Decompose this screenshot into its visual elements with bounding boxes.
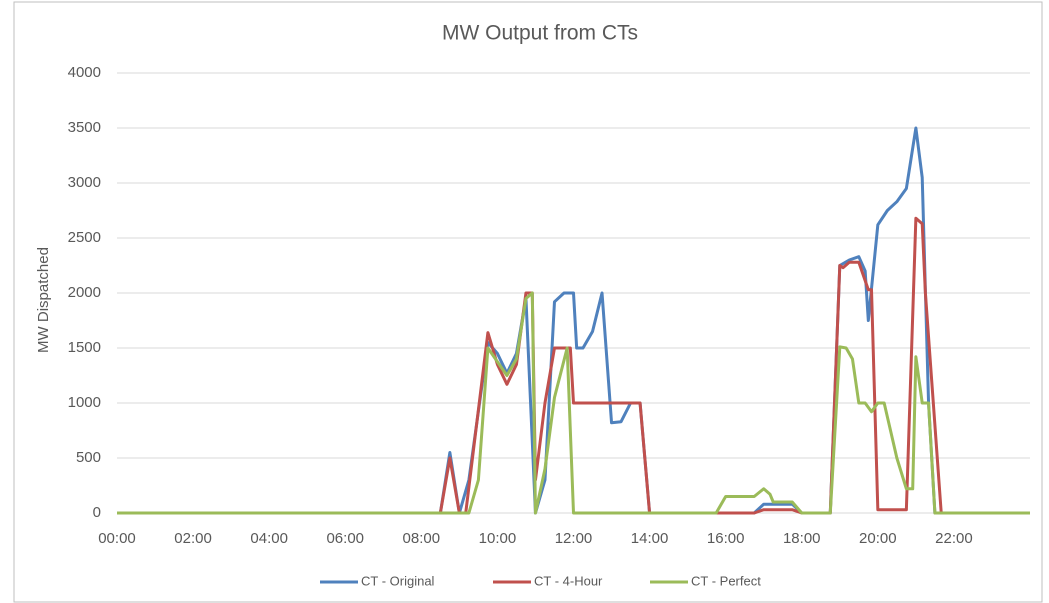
y-tick-label: 4000 — [68, 64, 101, 81]
x-tick-label: 18:00 — [783, 530, 821, 547]
x-tick-label: 02:00 — [174, 530, 212, 547]
x-tick-label: 08:00 — [403, 530, 441, 547]
y-tick-label: 0 — [93, 504, 101, 521]
legend-label: CT - Original — [361, 573, 435, 588]
y-tick-label: 3000 — [68, 174, 101, 191]
legend-label: CT - Perfect — [691, 573, 761, 588]
series-line — [117, 291, 1030, 515]
y-tick-label: 1500 — [68, 339, 101, 356]
x-tick-label: 14:00 — [631, 530, 669, 547]
x-tick-label: 06:00 — [326, 530, 364, 547]
chart-title: MW Output from CTs — [442, 22, 638, 45]
y-tick-label: 2000 — [68, 284, 101, 301]
y-tick-label: 1000 — [68, 394, 101, 411]
x-tick-label: 12:00 — [555, 530, 593, 547]
x-tick-label: 16:00 — [707, 530, 745, 547]
y-axis-title: MW Dispatched — [35, 247, 52, 353]
x-tick-label: 04:00 — [250, 530, 288, 547]
x-tick-label: 10:00 — [479, 530, 517, 547]
y-tick-label: 2500 — [68, 229, 101, 246]
x-tick-label: 22:00 — [935, 530, 973, 547]
x-tick-label: 20:00 — [859, 530, 897, 547]
y-tick-label: 3500 — [68, 119, 101, 136]
y-tick-label: 500 — [76, 449, 101, 466]
legend-label: CT - 4-Hour — [534, 573, 603, 588]
x-tick-label: 00:00 — [98, 530, 136, 547]
